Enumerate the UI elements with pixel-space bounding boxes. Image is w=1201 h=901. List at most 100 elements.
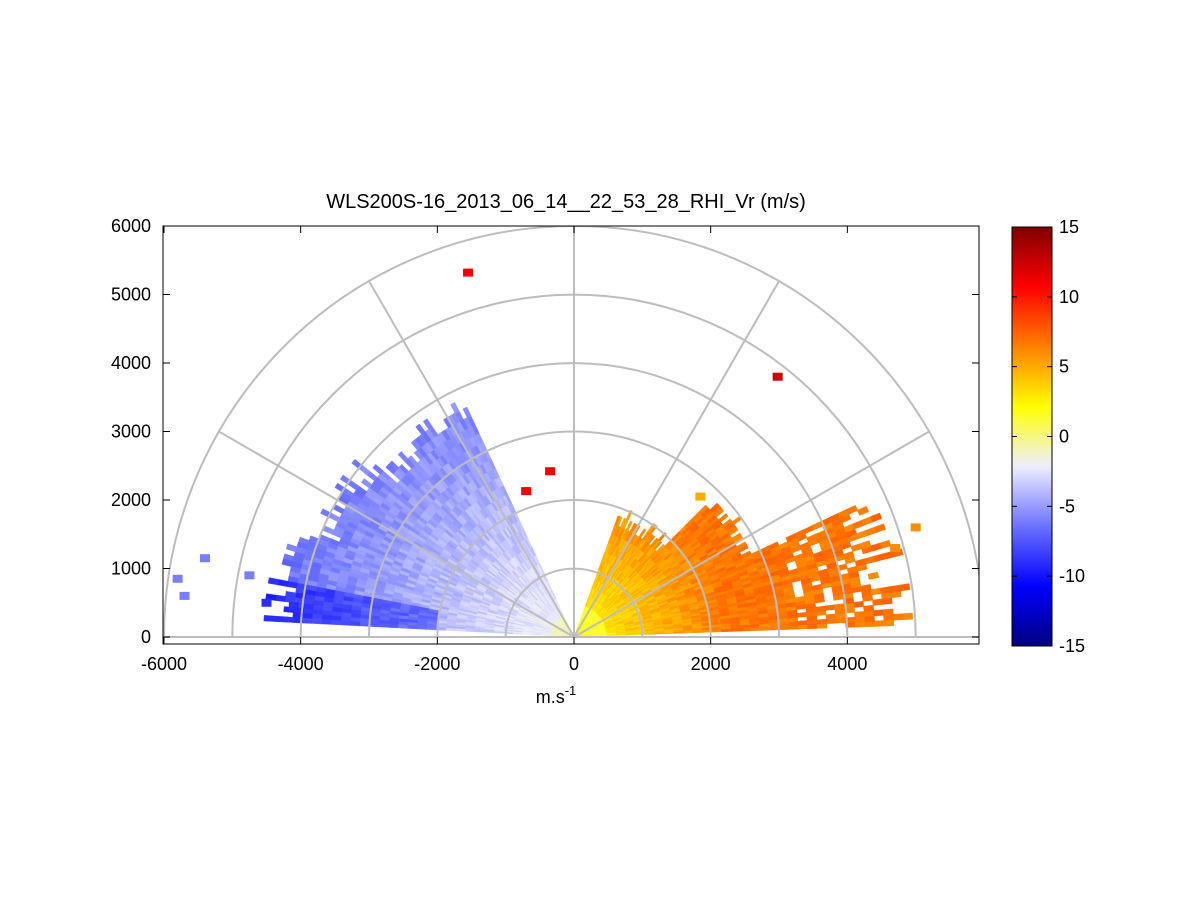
x-axis: -6000 -4000 -2000 0 2000 4000 [141, 226, 867, 674]
vr-cell [867, 571, 880, 580]
vr-cell [320, 619, 332, 625]
vr-cell [857, 505, 869, 516]
radial-line [573, 430, 930, 638]
vr-cell [722, 518, 733, 528]
vr-cell [406, 625, 418, 630]
vr-cell [873, 609, 885, 617]
vr-cell [462, 406, 472, 419]
colorbar-tick-label: -10 [1059, 566, 1085, 586]
y-axis: 0 1000 2000 3000 4000 5000 6000 [111, 216, 979, 647]
vr-cell [853, 600, 865, 608]
vr-cell [378, 623, 389, 628]
vr-cell [285, 543, 298, 553]
colorbar [1011, 226, 1053, 647]
vr-cell [349, 621, 361, 627]
vr-cell [311, 618, 323, 625]
vr-cell [333, 504, 345, 514]
chart-title: WLS200S-16_2013_06_14__22_53_28_RHI_Vr (… [326, 191, 806, 213]
axes-frame [162, 225, 980, 645]
vr-cell [846, 504, 858, 515]
x-tick-label: 4000 [827, 654, 867, 674]
vr-cell [656, 543, 666, 553]
vr-cell [768, 541, 780, 550]
vr-cell [415, 423, 426, 435]
colorbar-tick-label: 0 [1059, 427, 1069, 447]
vr-point [910, 523, 921, 532]
vr-cell [873, 620, 885, 627]
vr-cell [273, 615, 284, 623]
vr-cell [361, 478, 373, 489]
vr-cell [413, 449, 425, 461]
vr-point [200, 554, 210, 563]
vr-cell [736, 541, 748, 550]
vr-point [172, 574, 183, 583]
vr-cell [340, 620, 351, 626]
x-tick-label: 2000 [691, 654, 731, 674]
x-tick-label: -2000 [414, 654, 460, 674]
vr-cell [284, 596, 296, 604]
vr-point [772, 372, 783, 381]
vr-cell [372, 463, 384, 475]
y-tick-label: 6000 [111, 216, 151, 236]
vr-cell [281, 558, 294, 567]
colorbar-tick-label: 15 [1059, 217, 1079, 237]
vr-cell [879, 539, 892, 549]
x-tick-label: 0 [569, 654, 579, 674]
vr-cell [450, 402, 460, 414]
vr-cell [872, 598, 884, 606]
vr-cell [816, 618, 828, 625]
vr-point [521, 487, 532, 496]
colorbar-tick-label: -15 [1059, 636, 1085, 656]
vr-point [179, 591, 190, 600]
vr-point [288, 602, 299, 611]
vr-cell [882, 608, 894, 616]
vr-cell [797, 620, 808, 626]
vr-cell [397, 624, 408, 629]
vr-cell [650, 537, 659, 548]
colorbar-tick-label: 5 [1059, 357, 1069, 377]
colorbar-tick-label: 10 [1059, 287, 1079, 307]
vr-cell [410, 439, 422, 451]
vr-cell [874, 523, 886, 533]
vr-cell [267, 577, 280, 586]
vr-cell [638, 528, 647, 539]
vr-cell [282, 616, 294, 623]
vr-cell [385, 463, 397, 475]
vr-cell [416, 625, 428, 630]
vr-cell [330, 619, 342, 626]
radial-line [368, 280, 575, 638]
vr-cell [731, 532, 743, 542]
y-tick-label: 2000 [111, 490, 151, 510]
vr-cell [815, 605, 827, 612]
vr-cell [625, 520, 633, 532]
x-tick-label: -6000 [141, 654, 187, 674]
vr-cell [796, 612, 808, 618]
vr-cell [834, 603, 846, 610]
colorbar-tick-label: -5 [1059, 496, 1075, 516]
vr-cell [422, 418, 433, 430]
vr-cell [263, 615, 275, 622]
y-tick-label: 5000 [111, 285, 151, 305]
vr-cell [870, 512, 883, 523]
vr-cell [718, 513, 729, 523]
vr-cell [397, 451, 409, 462]
vr-point [545, 467, 556, 476]
vr-cell [863, 604, 875, 612]
vr-cell [387, 623, 399, 629]
x-axis-label: m.s-1 [536, 683, 577, 707]
vr-cell [629, 522, 637, 534]
vr-point [463, 268, 474, 277]
vr-cell [902, 612, 914, 620]
vr-cell [426, 626, 437, 631]
vr-point [695, 492, 706, 501]
vr-cell [620, 517, 627, 529]
vr-cell [854, 621, 866, 628]
radial-line [218, 430, 575, 638]
vr-cell [859, 540, 872, 550]
vr-cell [274, 594, 286, 602]
vr-point [261, 598, 272, 607]
vr-cell [709, 502, 720, 513]
vr-cell [359, 621, 370, 627]
vr-cell [740, 550, 752, 559]
vr-cell [301, 617, 313, 624]
